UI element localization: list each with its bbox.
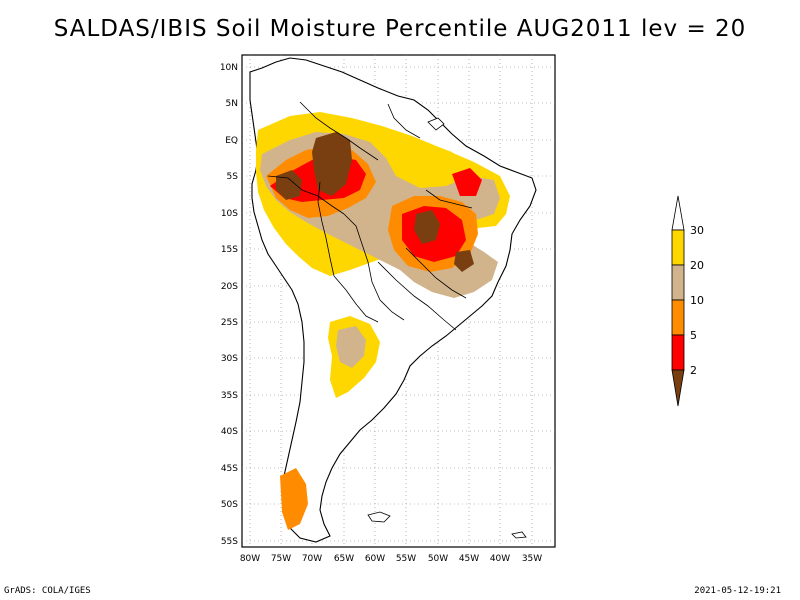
falkland-islands bbox=[367, 511, 391, 523]
lon-label: 55W bbox=[396, 554, 416, 564]
lat-label: 40S bbox=[221, 427, 238, 437]
lon-label: 75W bbox=[271, 554, 291, 564]
lon-label: 40W bbox=[490, 554, 510, 564]
lat-label: 50S bbox=[221, 500, 238, 510]
legend-label: 2 bbox=[690, 364, 697, 377]
legend-gt30 bbox=[671, 195, 685, 231]
region-10-20-south bbox=[336, 326, 366, 368]
legend-2-5 bbox=[671, 334, 685, 371]
region-2-5-northeast bbox=[452, 168, 482, 196]
lon-label: 60W bbox=[365, 554, 385, 564]
legend-label: 30 bbox=[690, 224, 704, 237]
lat-label: 5S bbox=[227, 172, 239, 182]
longitude-labels: 80W 75W 70W 65W 60W 55W 50W 45W 40W 35W bbox=[240, 554, 542, 564]
chart-title: SALDAS/IBIS Soil Moisture Percentile AUG… bbox=[53, 16, 747, 42]
country-borders bbox=[267, 101, 473, 331]
lon-label: 80W bbox=[240, 554, 260, 564]
legend-lt2 bbox=[671, 369, 685, 407]
lon-label: 35W bbox=[522, 554, 542, 564]
legend-label: 5 bbox=[690, 329, 697, 342]
lat-label: 30S bbox=[221, 354, 238, 364]
islands bbox=[367, 117, 527, 539]
legend-5-10 bbox=[671, 299, 685, 336]
island-north bbox=[427, 117, 445, 131]
legend-10-20 bbox=[671, 264, 685, 301]
lat-label: 5N bbox=[226, 99, 238, 109]
region-lt2-east bbox=[414, 210, 440, 244]
lat-label: 55S bbox=[221, 537, 238, 547]
legend-label: 10 bbox=[690, 294, 704, 307]
lon-label: 50W bbox=[428, 554, 448, 564]
lat-label: 45S bbox=[221, 464, 238, 474]
lon-label: 45W bbox=[459, 554, 479, 564]
region-lt2-east2 bbox=[454, 250, 474, 272]
color-legend bbox=[671, 195, 685, 407]
map-frame bbox=[241, 54, 556, 548]
legend-label: 20 bbox=[690, 259, 704, 272]
footer-credit: GrADS: COLA/IGES bbox=[4, 586, 91, 596]
lon-label: 70W bbox=[302, 554, 322, 564]
lat-label: EQ bbox=[225, 136, 238, 146]
lat-label: 20S bbox=[221, 282, 238, 292]
legend-labels: 2 5 10 20 30 bbox=[690, 224, 704, 377]
legend-20-30 bbox=[671, 229, 685, 266]
lat-label: 35S bbox=[221, 391, 238, 401]
lon-label: 65W bbox=[334, 554, 354, 564]
lat-label: 10S bbox=[221, 209, 238, 219]
region-lt2 bbox=[312, 132, 352, 196]
island-east bbox=[511, 531, 527, 539]
lat-label: 15S bbox=[221, 245, 238, 255]
region-5-10-coast bbox=[280, 468, 308, 530]
lat-label: 10N bbox=[220, 63, 238, 73]
footer-timestamp: 2021-05-12-19:21 bbox=[694, 586, 781, 596]
lat-label: 25S bbox=[221, 318, 238, 328]
latitude-labels: 10N 5N EQ 5S 10S 15S 20S 25S 30S 35S 40S… bbox=[220, 63, 238, 547]
region-20-30-north bbox=[406, 144, 462, 184]
